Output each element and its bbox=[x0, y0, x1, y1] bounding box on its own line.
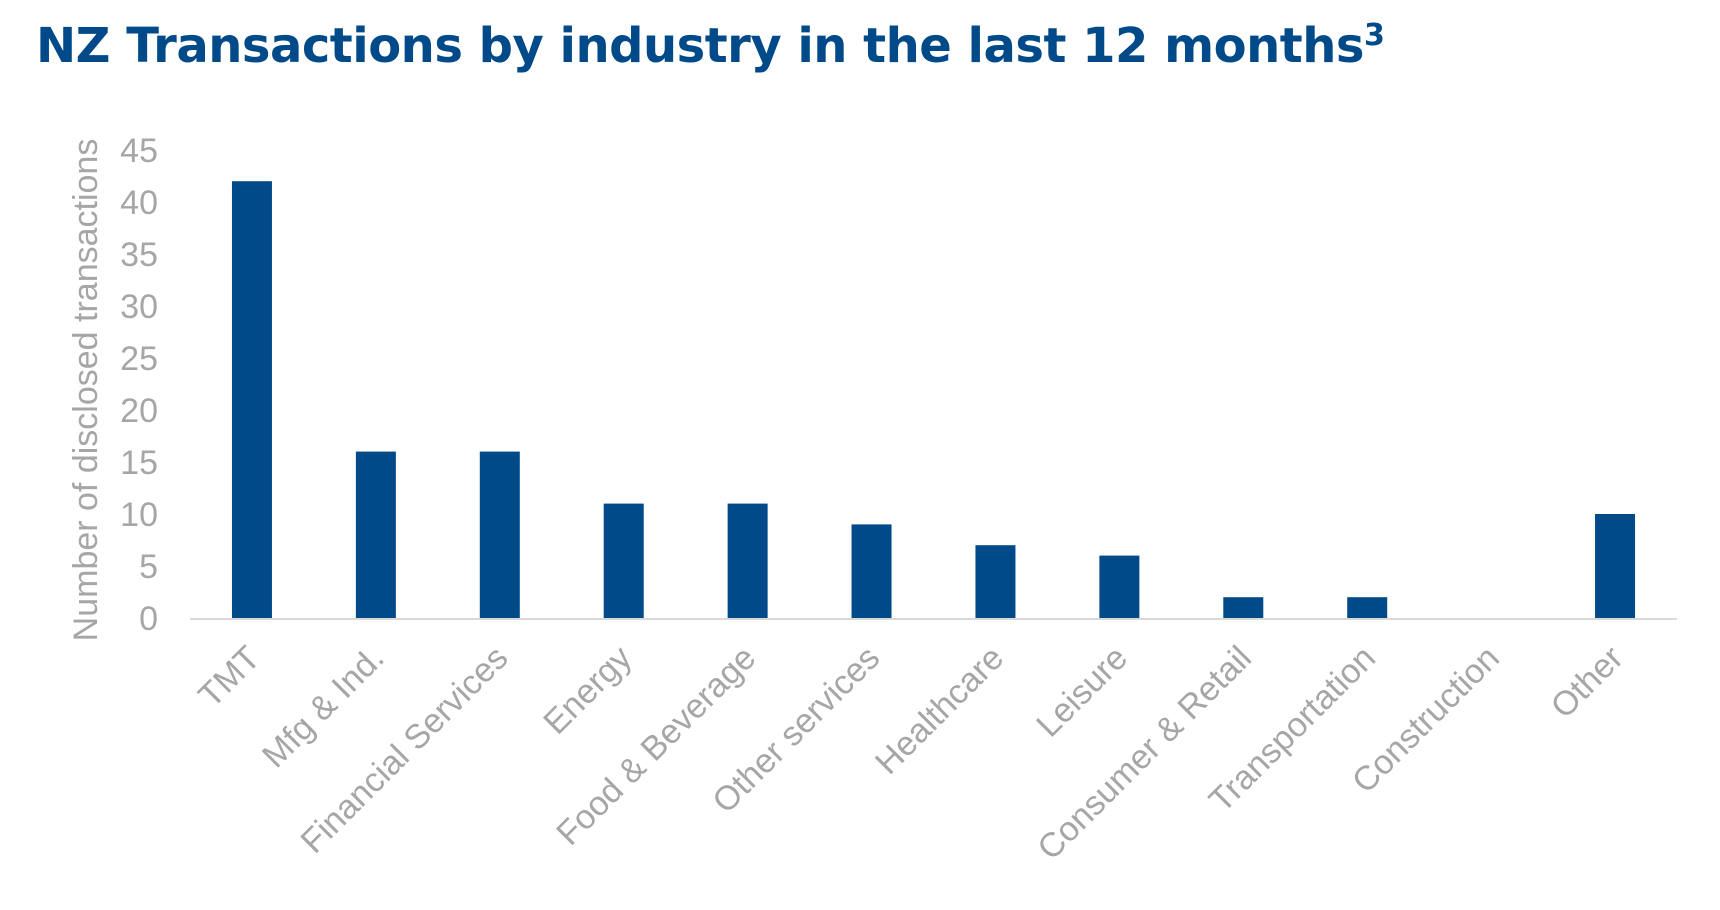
bar bbox=[1099, 555, 1140, 618]
bar bbox=[479, 451, 520, 618]
y-axis-title: Number of disclosed transactions bbox=[67, 139, 105, 642]
y-tick-label: 25 bbox=[120, 340, 158, 378]
bar bbox=[603, 503, 644, 618]
bar bbox=[231, 181, 272, 618]
x-tick-label: Energy bbox=[536, 639, 639, 742]
x-tick-label: Other bbox=[1544, 639, 1631, 726]
y-tick-label: 30 bbox=[120, 288, 158, 326]
bars bbox=[231, 181, 1636, 618]
bar bbox=[975, 545, 1016, 618]
y-tick-label: 40 bbox=[120, 184, 158, 222]
x-tick-label: Consumer & Retail bbox=[1030, 639, 1259, 868]
y-axis-ticks: 0 5 10 15 20 25 30 35 40 45 bbox=[120, 132, 158, 638]
bar bbox=[355, 451, 396, 618]
y-tick-label: 5 bbox=[139, 548, 158, 586]
bar bbox=[1595, 514, 1636, 618]
x-tick-label: Leisure bbox=[1029, 639, 1135, 745]
y-tick-label: 15 bbox=[120, 444, 158, 482]
bar bbox=[727, 503, 768, 618]
x-tick-label: TMT bbox=[191, 639, 267, 715]
x-tick-label: Financial Services bbox=[293, 639, 515, 861]
bar bbox=[851, 524, 892, 618]
x-tick-label: Mfg & Ind. bbox=[255, 639, 391, 775]
bar bbox=[1223, 597, 1264, 618]
y-tick-label: 20 bbox=[120, 392, 158, 430]
y-tick-label: 45 bbox=[120, 132, 158, 170]
y-tick-label: 35 bbox=[120, 236, 158, 274]
title-footnote-marker: 3 bbox=[1363, 18, 1385, 53]
bar bbox=[1347, 597, 1388, 618]
x-tick-label: Healthcare bbox=[868, 639, 1011, 782]
y-tick-label: 0 bbox=[139, 600, 158, 638]
y-tick-label: 10 bbox=[120, 496, 158, 534]
chart-title-text: NZ Transactions by industry in the last … bbox=[36, 18, 1364, 74]
chart-title: NZ Transactions by industry in the last … bbox=[36, 18, 1385, 76]
